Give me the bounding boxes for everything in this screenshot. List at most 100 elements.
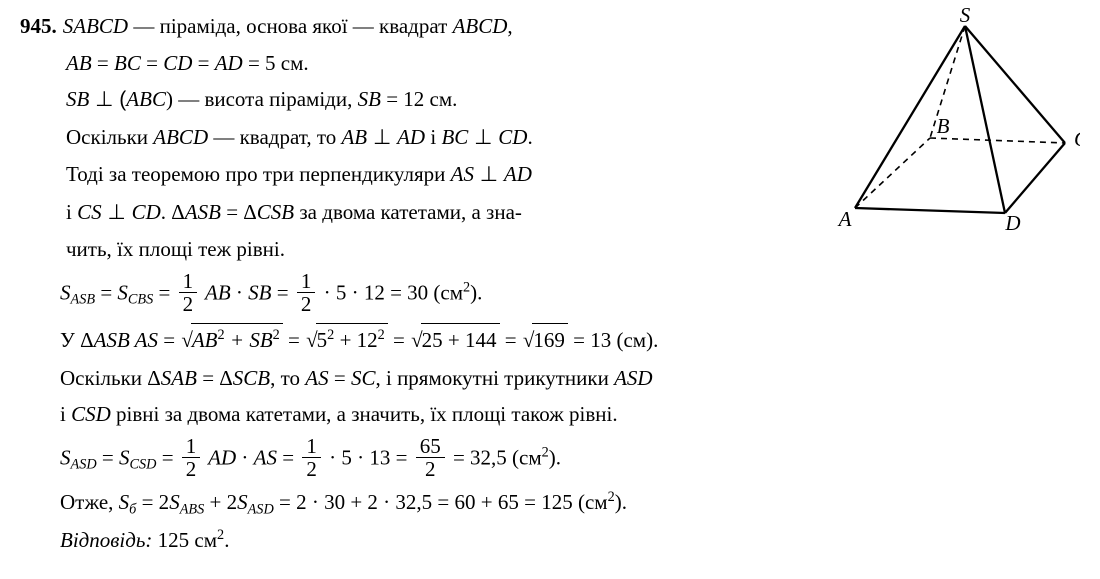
txt: ⊥ [102, 201, 132, 224]
txt: 25 + 144 [421, 323, 500, 358]
line-10: і CSD рівні за двома катетами, а значить… [20, 398, 1100, 431]
txt: = Δ [221, 200, 257, 224]
txt: і [60, 402, 71, 426]
txt: S [119, 490, 130, 514]
txt: за двома катетами, а зна- [294, 200, 522, 224]
txt: 2 [608, 489, 615, 505]
txt: — піраміда, основа якої — квадрат [128, 14, 453, 38]
txt: , [507, 14, 512, 38]
label-D: D [1004, 211, 1020, 235]
txt: 2 [218, 327, 225, 343]
fraction: 12 [297, 270, 316, 315]
pyramid-diagram: S A B C D [830, 8, 1080, 238]
txt: ASB [185, 200, 221, 224]
txt: 1 [297, 270, 316, 293]
line-4: Оскільки ABCD — квадрат, то AB ⊥ AD і BC… [20, 121, 846, 155]
txt: = [277, 445, 299, 469]
txt: рівні за двома катетами, а значить, їх п… [111, 402, 618, 426]
txt: і [425, 125, 441, 149]
txt: S [60, 445, 71, 469]
txt: AS [254, 445, 277, 469]
txt: SB [248, 280, 271, 304]
txt: SCB [233, 366, 270, 390]
txt: + SB [225, 328, 273, 352]
line-6: і CS ⊥ CD. ΔASB = ΔCSB за двома катетами… [20, 196, 846, 230]
txt: ). [549, 445, 561, 469]
txt: і [66, 200, 77, 224]
txt: AB [341, 125, 367, 149]
txt: CBS [128, 291, 153, 307]
equation-2: SASD = SCSD = 12 AD · AS = 12 · 5 · 13 =… [60, 437, 1100, 482]
txt: = [92, 51, 114, 75]
sqrt: 25 + 144 [411, 323, 499, 358]
txt: AS [451, 162, 474, 186]
label-A: A [837, 207, 852, 231]
txt: ASD [248, 501, 274, 517]
label-B: B [937, 114, 950, 138]
txt: ). [470, 280, 482, 304]
sqrt: 169 [523, 323, 568, 358]
txt: — квадрат, то [208, 125, 341, 149]
txt: CD [498, 125, 527, 149]
txt: 2 [273, 327, 280, 343]
txt: AB [200, 280, 231, 304]
txt: ASB [71, 291, 96, 307]
txt: AD [215, 51, 243, 75]
page-root: 945.SABCD — піраміда, основа якої — квад… [0, 0, 1100, 579]
txt: = [500, 328, 522, 352]
txt: SC [351, 366, 376, 390]
equation-1: SASB = SCBS = 12 AB · SB = 12 · 5 · 12 =… [60, 272, 1100, 317]
txt: чить, їх площі теж рівні. [66, 237, 285, 261]
line-3: SB ⊥ (ABC) — висота піраміди, SB = 12 см… [20, 83, 846, 117]
txt: ABS [180, 501, 205, 517]
txt: AD [504, 162, 532, 186]
txt: 2 [182, 458, 201, 480]
line-2: AB = BC = CD = AD = 5 см. [20, 47, 846, 80]
txt: AB [192, 328, 218, 352]
txt: ASD [71, 456, 97, 472]
txt: · 5 · 12 = 30 (см [318, 280, 463, 304]
txt: Оскільки Δ [60, 366, 161, 390]
txt: . Δ [161, 200, 185, 224]
txt: CS [77, 200, 102, 224]
line-8: У ΔASB AS = AB2 + SB2 = 52 + 122 = 25 + … [60, 323, 1100, 358]
problem-number: 945. [20, 14, 57, 38]
txt: S [119, 445, 130, 469]
txt: = 2 · 30 + 2 · 32,5 = 60 + 65 = 125 (см [274, 490, 608, 514]
answer-label: Відповідь: [60, 528, 152, 552]
txt: ⊥ [367, 126, 397, 149]
txt: = [158, 328, 180, 352]
line-9: Оскільки ΔSAB = ΔSCB, то AS = SC, і прям… [20, 362, 1100, 395]
txt: S [169, 490, 180, 514]
answer-line: Відповідь: 125 см2. [20, 524, 1100, 557]
txt: · [231, 280, 249, 304]
txt: ⊥ [474, 163, 504, 186]
txt: = Δ [197, 366, 233, 390]
pyramid-edges-solid [855, 26, 1065, 213]
fraction: 12 [302, 435, 321, 480]
txt: У Δ [60, 328, 94, 352]
txt: · 5 · 13 = [324, 445, 413, 469]
txt: BC [441, 125, 468, 149]
txt: Отже, [60, 490, 119, 514]
txt: 125 см [152, 528, 217, 552]
txt: = [95, 280, 117, 304]
txt: = 12 см. [381, 87, 457, 111]
txt: = 5 см. [243, 51, 309, 75]
txt: , то [270, 366, 305, 390]
txt: BC [114, 51, 141, 75]
line-1: 945.SABCD — піраміда, основа якої — квад… [20, 10, 846, 43]
txt: SAB [161, 366, 197, 390]
txt: = [271, 280, 293, 304]
sqrt: 52 + 122 [306, 323, 388, 358]
txt: + 12 [334, 328, 377, 352]
txt: AB [66, 51, 92, 75]
txt: = [283, 328, 305, 352]
txt: 2 [302, 458, 321, 480]
txt: AD [397, 125, 425, 149]
txt: CSD [130, 456, 157, 472]
txt: SABCD [63, 14, 128, 38]
txt: = [97, 445, 119, 469]
txt: 2 [378, 327, 385, 343]
label-C: C [1074, 127, 1080, 151]
